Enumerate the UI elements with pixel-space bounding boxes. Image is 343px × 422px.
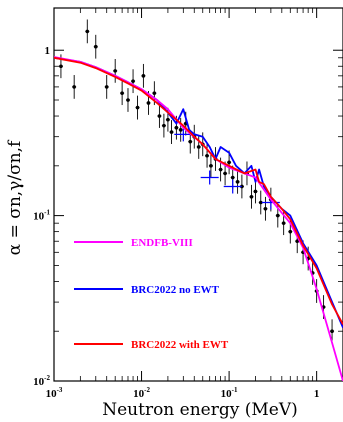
y-axis-title: α = σn,γ/σn,f: [5, 139, 25, 255]
x-tick-label: 10-2: [133, 386, 150, 400]
y-tick-label: 10-2: [33, 374, 50, 388]
legend: ENDFB-VIII BRC2022 no EWT BRC2022 with EWT: [74, 237, 229, 351]
data-point: [126, 98, 130, 102]
x-axis-ticks: 10-3 10-2 10-1 1: [46, 386, 320, 400]
data-point: [146, 101, 151, 105]
data-point: [93, 44, 98, 49]
data-point: [281, 221, 286, 225]
data-point: [235, 180, 240, 184]
plot-area: [53, 7, 343, 382]
data-point: [288, 229, 293, 234]
data-point: [162, 123, 166, 128]
data-point: [157, 114, 162, 118]
data-point: [276, 213, 280, 218]
data-point: [120, 91, 124, 95]
data-point: [196, 145, 201, 149]
y-tick-label: 1: [45, 45, 51, 57]
data-point: [249, 194, 254, 199]
data-point: [230, 175, 235, 180]
legend-label: BRC2022 no EWT: [131, 284, 220, 296]
x-tick-label: 10-1: [221, 386, 238, 400]
data-point: [295, 239, 300, 244]
plot-frame: [53, 7, 343, 382]
data-point: [227, 160, 231, 165]
data-point: [59, 64, 63, 69]
data-point: [188, 139, 193, 144]
data-point: [218, 167, 223, 172]
data-point: [330, 329, 334, 334]
data-point: [113, 69, 117, 73]
data-point: [258, 200, 263, 205]
data-point: [209, 164, 213, 168]
y-axis-ticks: 1 10-1 10-2: [33, 45, 50, 388]
y-tick-label: 10-1: [33, 209, 50, 223]
data-point: [131, 79, 135, 83]
data-point: [152, 91, 157, 95]
x-axis-title: Neutron energy (MeV): [102, 400, 298, 420]
data-point: [178, 128, 183, 132]
legend-label: BRC2022 with EWT: [131, 339, 229, 351]
data-point: [174, 125, 179, 130]
data-point: [205, 153, 209, 158]
data-point: [104, 85, 109, 89]
x-tick-label: 10-3: [46, 386, 63, 400]
data-point: [253, 189, 258, 194]
data-point: [135, 105, 140, 110]
data-point: [141, 74, 146, 78]
data-point: [72, 85, 76, 89]
data-point: [85, 29, 90, 34]
data-point: [223, 171, 227, 176]
x-tick-label: 1: [314, 388, 320, 400]
data-point: [263, 206, 268, 211]
data-point: [166, 117, 170, 122]
data-point: [240, 184, 244, 189]
data-point: [169, 130, 174, 134]
legend-label: ENDFB-VIII: [131, 237, 193, 249]
series-line-endfb-viii: [54, 56, 343, 381]
data-layer: [54, 19, 343, 381]
series-line-brc2022-with-ewt: [54, 56, 343, 325]
